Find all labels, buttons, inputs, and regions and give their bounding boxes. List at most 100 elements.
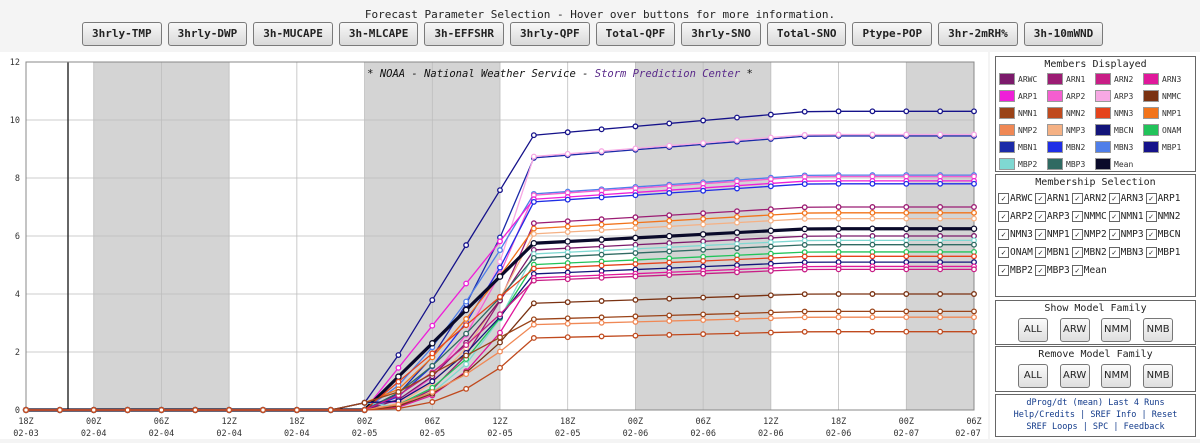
data-point-arp3[interactable] xyxy=(835,131,842,138)
data-point-arn1[interactable] xyxy=(530,220,537,227)
param-button-3h-10mwnd[interactable]: 3h-10mWND xyxy=(1023,22,1104,46)
data-point-mbp1[interactable] xyxy=(497,187,503,194)
data-point-mbn2[interactable] xyxy=(530,198,537,205)
data-point-arn1[interactable] xyxy=(632,214,639,221)
member-checkbox-nmn3[interactable]: ✓ NMN3 xyxy=(997,225,1033,243)
data-point-nmn2[interactable] xyxy=(90,407,97,413)
data-point-mbp1[interactable] xyxy=(429,297,436,304)
data-point-mbcn[interactable] xyxy=(429,378,436,385)
data-point-nmp1[interactable] xyxy=(835,209,842,216)
member-checkbox-nmp1[interactable]: ✓ NMP1 xyxy=(1034,225,1070,243)
data-point-nmn3[interactable] xyxy=(801,253,808,260)
data-point-nmmc[interactable] xyxy=(835,291,842,297)
data-point-arn1[interactable] xyxy=(801,204,808,211)
data-point-arn2[interactable] xyxy=(937,266,944,273)
data-point-nmp2[interactable] xyxy=(937,314,944,321)
data-point-nmn1[interactable] xyxy=(395,388,402,395)
data-point-mean[interactable] xyxy=(395,373,402,380)
data-point-mbp3[interactable] xyxy=(767,243,774,250)
data-point-mbn2[interactable] xyxy=(835,180,842,187)
checkbox-checked[interactable]: ✓ xyxy=(1034,210,1046,222)
data-point-mean[interactable] xyxy=(903,225,910,232)
data-point-nmn2[interactable] xyxy=(56,407,63,413)
show-family-nmm-button[interactable]: NMM xyxy=(1101,318,1132,342)
data-point-nmn3[interactable] xyxy=(767,255,774,261)
param-button-3hrly-qpf[interactable]: 3hrly-QPF xyxy=(510,22,590,46)
data-point-nmp3[interactable] xyxy=(666,223,673,230)
help-sref-reset-links[interactable]: Help/Credits | SREF Info | Reset xyxy=(1013,410,1178,420)
data-point-arp3[interactable] xyxy=(734,137,740,144)
data-point-arn3[interactable] xyxy=(497,329,503,336)
param-button-total-sno[interactable]: Total-SNO xyxy=(766,22,847,46)
data-point-arp3[interactable] xyxy=(530,153,537,160)
data-point-nmn2[interactable] xyxy=(463,385,470,392)
member-checkbox-arn2[interactable]: ✓ ARN2 xyxy=(1071,189,1107,207)
data-point-mbp3[interactable] xyxy=(835,241,842,248)
data-point-nmmc[interactable] xyxy=(734,293,740,300)
checkbox-checked[interactable]: ✓ xyxy=(1145,228,1157,240)
data-point-nmp3[interactable] xyxy=(530,230,537,237)
data-point-mean[interactable] xyxy=(666,232,673,240)
data-point-nmn1[interactable] xyxy=(937,308,944,315)
data-point-arn2[interactable] xyxy=(463,342,470,349)
data-point-mbn3[interactable] xyxy=(497,247,503,254)
data-point-nmn1[interactable] xyxy=(971,308,977,315)
member-checkbox-mbn3[interactable]: ✓ MBN3 xyxy=(1108,243,1144,261)
data-point-mbn2[interactable] xyxy=(564,196,571,203)
data-point-nmp2[interactable] xyxy=(971,314,977,321)
data-point-mbn3[interactable] xyxy=(463,298,470,305)
checkbox-checked[interactable]: ✓ xyxy=(1071,246,1083,258)
member-checkbox-mbp2[interactable]: ✓ MBP2 xyxy=(997,261,1033,279)
data-point-mbp3[interactable] xyxy=(971,241,977,248)
data-point-nmp2[interactable] xyxy=(564,320,571,327)
member-checkbox-nmn1[interactable]: ✓ NMN1 xyxy=(1108,207,1144,225)
checkbox-checked[interactable]: ✓ xyxy=(998,246,1009,258)
data-point-nmn3[interactable] xyxy=(530,265,537,272)
data-point-mbp1[interactable] xyxy=(666,120,673,127)
param-button-ptype-pop[interactable]: Ptype-POP xyxy=(852,22,933,46)
checkbox-checked[interactable]: ✓ xyxy=(998,192,1009,204)
data-point-nmn2[interactable] xyxy=(666,331,673,338)
data-point-nmn2[interactable] xyxy=(260,407,266,413)
data-point-mbp3[interactable] xyxy=(429,362,436,369)
data-point-nmmc[interactable] xyxy=(530,300,537,307)
data-point-nmp1[interactable] xyxy=(734,213,740,220)
remove-family-nmm-button[interactable]: NMM xyxy=(1101,364,1132,388)
data-point-nmn1[interactable] xyxy=(869,308,876,315)
data-point-mean[interactable] xyxy=(564,238,571,245)
data-point-nmn2[interactable] xyxy=(767,329,774,336)
data-point-nmn2[interactable] xyxy=(734,330,740,337)
data-point-mbn2[interactable] xyxy=(937,180,944,187)
data-point-arn1[interactable] xyxy=(903,204,910,210)
data-point-nmn3[interactable] xyxy=(463,322,470,329)
data-point-nmp1[interactable] xyxy=(463,316,470,322)
data-point-nmmc[interactable] xyxy=(700,294,707,301)
data-point-mbn2[interactable] xyxy=(767,183,774,190)
data-point-arp1[interactable] xyxy=(395,364,402,371)
data-point-nmn3[interactable] xyxy=(666,259,673,266)
data-point-nmp2[interactable] xyxy=(734,316,740,323)
data-point-nmn3[interactable] xyxy=(395,378,402,385)
data-point-mbp1[interactable] xyxy=(395,352,402,358)
member-checkbox-mbn2[interactable]: ✓ MBN2 xyxy=(1071,243,1107,261)
data-point-nmn2[interactable] xyxy=(801,328,808,335)
remove-family-nmb-button[interactable]: NMB xyxy=(1143,364,1174,388)
checkbox-checked[interactable]: ✓ xyxy=(1034,228,1046,240)
data-point-arn2[interactable] xyxy=(666,272,673,279)
data-point-nmp2[interactable] xyxy=(666,318,673,324)
data-point-nmmc[interactable] xyxy=(869,291,876,297)
data-point-arn2[interactable] xyxy=(835,266,842,273)
data-point-nmmc[interactable] xyxy=(666,295,673,302)
data-point-nmn1[interactable] xyxy=(497,334,503,341)
data-point-arn2[interactable] xyxy=(700,270,707,277)
data-point-mbn2[interactable] xyxy=(598,194,605,201)
data-point-mbn2[interactable] xyxy=(971,180,977,187)
data-point-nmn3[interactable] xyxy=(734,256,740,263)
member-checkbox-mean[interactable]: ✓ Mean xyxy=(1071,261,1107,279)
data-point-arp3[interactable] xyxy=(700,140,707,146)
member-checkbox-arp3[interactable]: ✓ ARP3 xyxy=(1034,207,1070,225)
data-point-arp3[interactable] xyxy=(801,131,808,138)
data-point-arn1[interactable] xyxy=(869,204,876,210)
data-point-nmn2[interactable] xyxy=(327,407,334,413)
checkbox-checked[interactable]: ✓ xyxy=(1034,264,1046,276)
